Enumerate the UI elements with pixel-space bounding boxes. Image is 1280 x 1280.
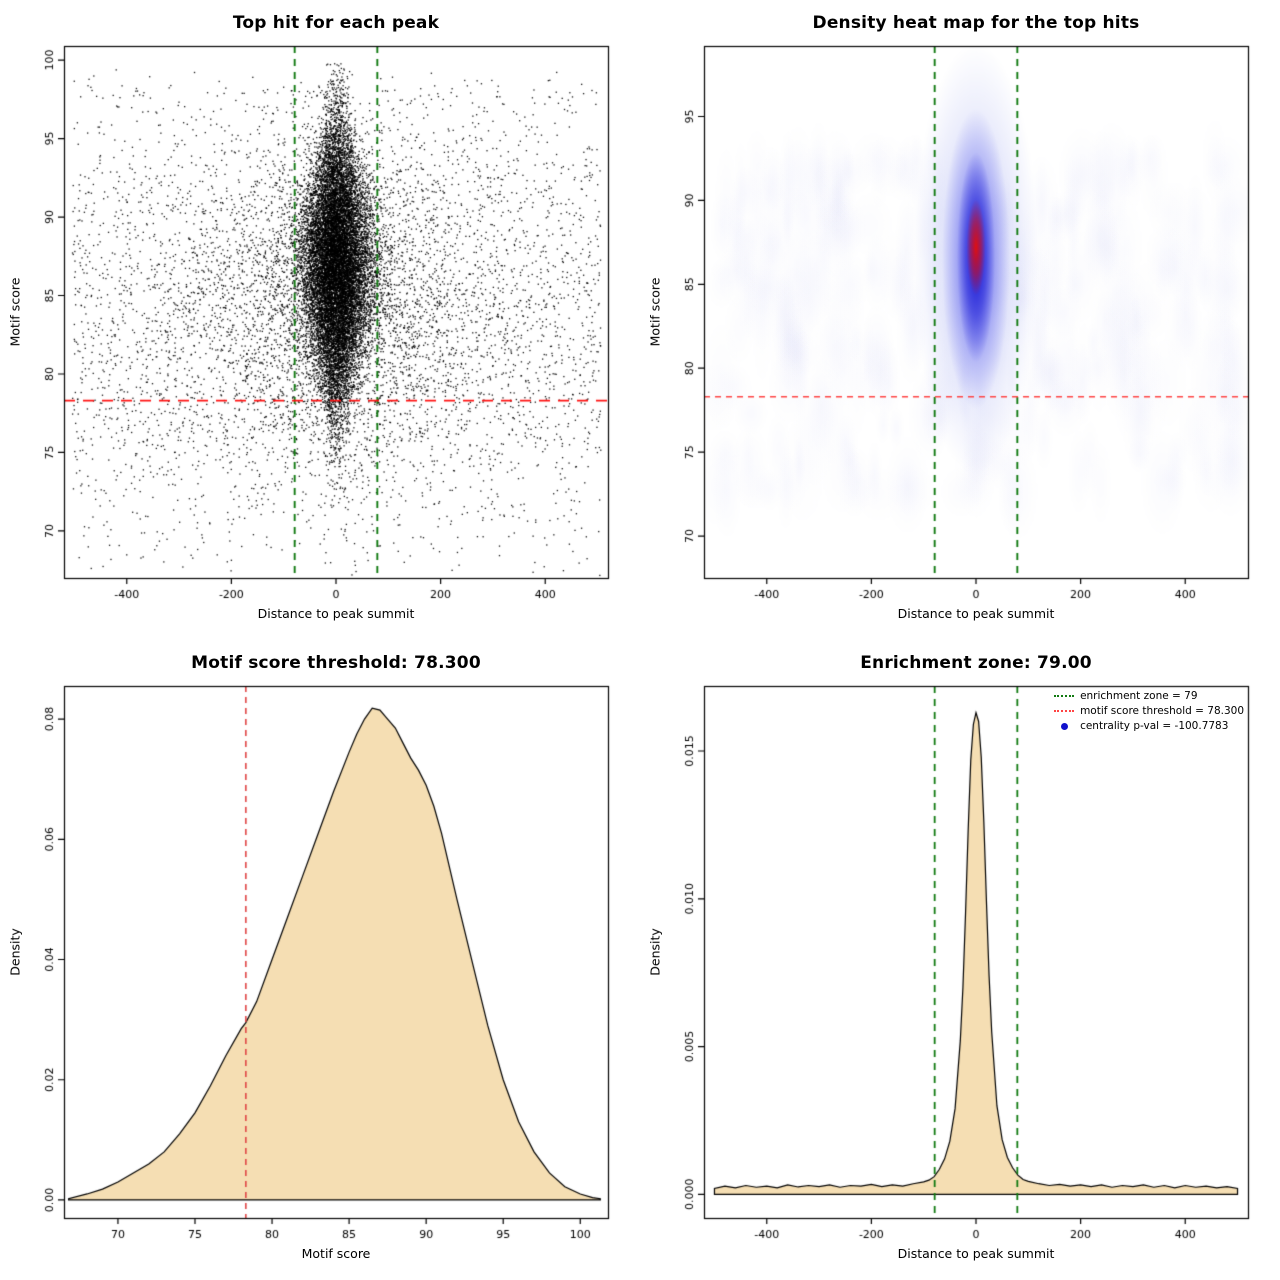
chart-title: Density heat map for the top hits: [812, 13, 1140, 33]
legend-dot-icon: [1061, 722, 1069, 730]
distance-density-canvas: [640, 640, 1280, 1280]
legend-label: motif score threshold = 78.300: [1080, 705, 1244, 717]
motif-density-canvas: [0, 640, 640, 1280]
y-axis-label: Motif score: [647, 277, 663, 347]
legend-label: enrichment zone = 79: [1080, 690, 1198, 702]
panel-motif-score-density: Motif score threshold: 78.300 Motif scor…: [0, 640, 640, 1280]
heatmap-canvas: [640, 0, 1280, 640]
legend-item: enrichment zone = 79: [1054, 690, 1198, 702]
legend-dotted-line-icon: [1054, 695, 1075, 697]
panel-enrichment-zone-density: Enrichment zone: 79.00 Distance to peak …: [640, 640, 1280, 1280]
legend-item: motif score threshold = 78.300: [1054, 705, 1244, 717]
chart-title: Top hit for each peak: [232, 13, 440, 33]
chart-title: Motif score threshold: 78.300: [191, 653, 481, 673]
chart-title: Enrichment zone: 79.00: [860, 653, 1092, 673]
x-axis-label: Distance to peak summit: [897, 606, 1055, 621]
y-axis-label: Density: [7, 928, 23, 976]
legend-dotted-line-icon: [1054, 710, 1075, 712]
legend: enrichment zone = 79 motif score threshol…: [1054, 690, 1244, 732]
legend-item: centrality p-val = -100.7783: [1054, 720, 1228, 732]
y-axis-label: Motif score: [7, 277, 23, 347]
y-axis-label: Density: [647, 928, 663, 976]
x-axis-label: Motif score: [301, 1246, 371, 1261]
x-axis-label: Distance to peak summit: [897, 1246, 1055, 1261]
x-axis-label: Distance to peak summit: [257, 606, 415, 621]
panel-density-heatmap: Density heat map for the top hits Distan…: [640, 0, 1280, 640]
scatter-plot-canvas: [0, 0, 640, 640]
panel-scatter-top-hits: Top hit for each peak Distance to peak s…: [0, 0, 640, 640]
legend-label: centrality p-val = -100.7783: [1080, 720, 1229, 732]
